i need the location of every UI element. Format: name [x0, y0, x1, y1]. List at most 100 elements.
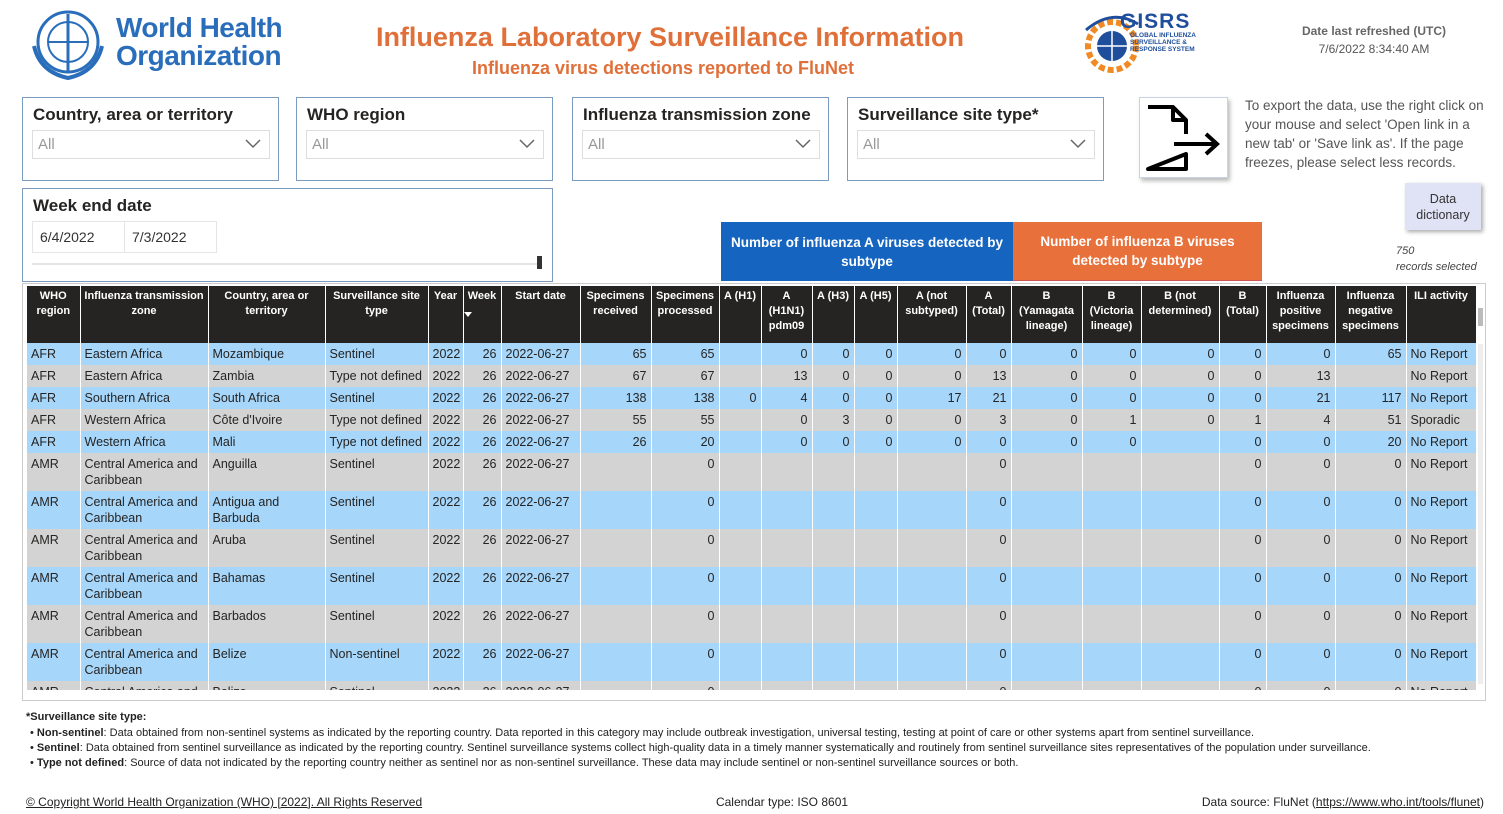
table-cell: Belize	[208, 643, 326, 681]
dropdown-value: All	[863, 136, 880, 153]
table-cell: 26	[580, 431, 652, 453]
table-cell: 0	[1082, 431, 1142, 453]
table-cell: 26	[463, 431, 502, 453]
table-cell: 2022	[428, 387, 464, 409]
slider-handle[interactable]	[537, 256, 542, 269]
scrollbar-thumb[interactable]	[1478, 308, 1483, 326]
table-cell: 0	[651, 529, 720, 567]
table-cell	[812, 605, 855, 643]
table-cell	[761, 643, 813, 681]
source-suffix: )	[1480, 795, 1484, 809]
copyright[interactable]: © Copyright World Health Organization (W…	[26, 795, 423, 809]
table-cell: 0	[966, 681, 1012, 690]
filter: Country, area or territory All	[22, 97, 279, 181]
source-link[interactable]: https://www.who.int/tools/flunet	[1315, 795, 1480, 809]
table-cell: 26	[463, 643, 502, 681]
chevron	[519, 139, 535, 149]
table-cell: Central America and Caribbean	[80, 453, 209, 491]
dropdown[interactable]: All	[32, 130, 270, 159]
table-cell: 0	[1141, 365, 1220, 387]
export-button[interactable]	[1139, 97, 1228, 178]
table-cell	[580, 529, 652, 567]
table-cell: 26	[463, 453, 502, 491]
table-cell: 0	[854, 431, 898, 453]
data-dictionary-button[interactable]: Data dictionary	[1405, 183, 1481, 230]
table-cell: 0	[651, 453, 720, 491]
table-cell: 0	[812, 343, 855, 365]
chevron	[795, 139, 811, 149]
dropdown[interactable]: All	[306, 130, 544, 159]
footnote-title: *Surveillance site type:	[26, 711, 147, 723]
table-cell: AFR	[27, 431, 81, 453]
table-cell: AMR	[27, 529, 81, 567]
table-cell: AFR	[27, 387, 81, 409]
refresh-label: Date last refreshed (UTC)	[1301, 24, 1447, 38]
table-viewport: WHO region Influenza transmission zone Cou…	[27, 286, 1477, 690]
table-cell: 0	[897, 343, 967, 365]
table-cell	[1011, 605, 1083, 643]
table-cell: Barbados	[208, 605, 326, 643]
records-count: 750	[1396, 245, 1415, 257]
sort-arrow	[463, 312, 472, 317]
table-cell: 26	[463, 365, 502, 387]
table-cell	[761, 605, 813, 643]
table-cell: 26	[463, 491, 502, 529]
table-cell	[812, 681, 855, 690]
table-cell: 3	[812, 409, 855, 431]
table-cell	[1082, 491, 1142, 529]
footnote-term: Non-sentinel	[36, 727, 104, 739]
table-cell: 0	[1219, 529, 1267, 567]
table-cell: Sporadic	[1406, 409, 1477, 431]
table-cell	[897, 643, 967, 681]
column-header: B (Total)	[1219, 286, 1267, 343]
table-row: AMR Central America and Caribbean Anguilla…	[27, 453, 1477, 491]
table-cell	[1141, 431, 1220, 453]
table-cell: 0	[1219, 491, 1267, 529]
table-cell: Aruba	[208, 529, 326, 567]
table-cell: 2022-06-27	[501, 409, 581, 431]
table-cell: 0	[966, 453, 1012, 491]
date-end[interactable]: 7/3/2022	[124, 221, 217, 253]
table-cell: 0	[1082, 365, 1142, 387]
table-cell	[854, 453, 898, 491]
table-cell: 0	[812, 365, 855, 387]
table-cell: Central America and Caribbean	[80, 491, 209, 529]
table-cell: 0	[897, 431, 967, 453]
table-cell: Southern Africa	[80, 387, 209, 409]
table-cell: 0	[1141, 409, 1220, 431]
column-header: Year	[428, 286, 464, 343]
table-cell: 0	[1266, 681, 1336, 690]
table-cell	[1141, 453, 1220, 491]
chevron	[1070, 139, 1086, 149]
table-cell	[1082, 453, 1142, 491]
table-cell: 2022	[428, 491, 464, 529]
filter-label: Country, area or territory	[33, 105, 233, 124]
table-cell	[854, 605, 898, 643]
table-cell	[1141, 605, 1220, 643]
dropdown[interactable]: All	[857, 130, 1095, 159]
who-name-line: Organization	[116, 40, 282, 71]
table-cell: 0	[651, 605, 720, 643]
dropdown-value: All	[38, 136, 55, 153]
dropdown[interactable]: All	[582, 130, 820, 159]
data-source: Data source: FluNet (https://www.who.int…	[1202, 795, 1484, 809]
date-start[interactable]: 6/4/2022	[32, 221, 125, 253]
table-cell: 0	[1335, 453, 1407, 491]
table-cell: No Report	[1406, 431, 1477, 453]
gisrs-emblem	[1085, 15, 1139, 73]
table-cell	[1141, 643, 1220, 681]
table-cell: 2022-06-27	[501, 387, 581, 409]
table-cell: 0	[1011, 343, 1083, 365]
table-cell: 0	[1266, 567, 1336, 605]
table-cell: AMR	[27, 453, 81, 491]
table-cell	[1011, 453, 1083, 491]
table-cell	[719, 605, 762, 643]
table-cell	[1141, 567, 1220, 605]
table-cell: AMR	[27, 491, 81, 529]
column-header: A (not subtyped)	[897, 286, 967, 343]
table-cell: 20	[651, 431, 720, 453]
table-cell: 0	[1082, 387, 1142, 409]
table-row: AMR Central America and Caribbean Belize No…	[27, 643, 1477, 681]
table-cell: 26	[463, 409, 502, 431]
table-cell: AMR	[27, 567, 81, 605]
